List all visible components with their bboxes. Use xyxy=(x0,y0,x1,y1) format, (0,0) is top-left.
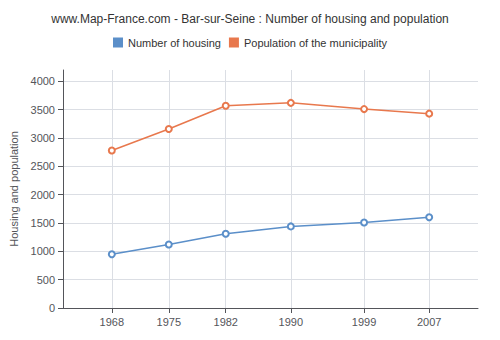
svg-text:1975: 1975 xyxy=(157,316,181,328)
svg-text:3500: 3500 xyxy=(31,104,55,116)
svg-text:1000: 1000 xyxy=(31,245,55,257)
svg-text:2500: 2500 xyxy=(31,160,55,172)
svg-text:1990: 1990 xyxy=(279,316,303,328)
svg-text:www.Map-France.com - Bar-sur-S: www.Map-France.com - Bar-sur-Seine : Num… xyxy=(50,12,449,26)
svg-text:500: 500 xyxy=(37,274,55,286)
svg-text:Population of the municipality: Population of the municipality xyxy=(244,37,388,49)
svg-text:2000: 2000 xyxy=(31,189,55,201)
svg-text:3000: 3000 xyxy=(31,132,55,144)
svg-text:Housing and population: Housing and population xyxy=(8,131,20,247)
svg-text:1500: 1500 xyxy=(31,217,55,229)
svg-text:1999: 1999 xyxy=(352,316,376,328)
svg-text:0: 0 xyxy=(49,302,55,314)
svg-text:Number of housing: Number of housing xyxy=(128,37,221,49)
svg-text:1968: 1968 xyxy=(100,316,124,328)
svg-text:4000: 4000 xyxy=(31,75,55,87)
svg-text:1982: 1982 xyxy=(214,316,238,328)
svg-text:2007: 2007 xyxy=(417,316,441,328)
